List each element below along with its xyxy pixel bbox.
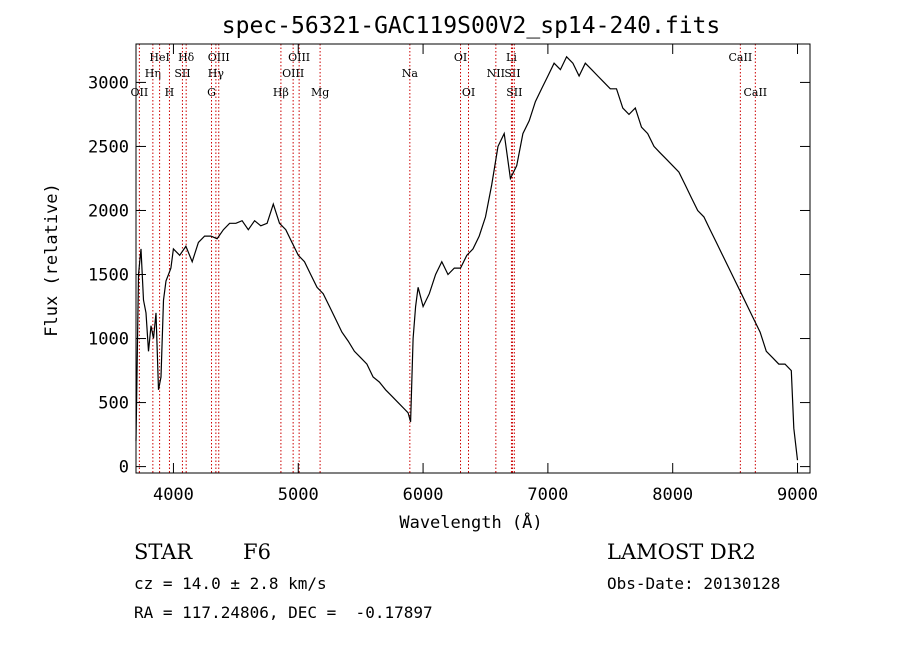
survey-name: LAMOST DR2 bbox=[607, 540, 756, 564]
object-subclass: F6 bbox=[243, 540, 271, 564]
line-marker-label: OIII bbox=[282, 67, 304, 80]
x-tick-label: 6000 bbox=[403, 485, 444, 505]
object-class: STAR bbox=[134, 540, 193, 564]
x-axis-label: Wavelength (Å) bbox=[399, 511, 542, 533]
y-tick-label: 1000 bbox=[88, 330, 129, 350]
line-marker-label: Na bbox=[402, 67, 419, 80]
redshift-cz: cz = 14.0 ± 2.8 km/s bbox=[134, 574, 327, 593]
line-marker-label: Hβ bbox=[273, 86, 289, 99]
y-tick-label: 1500 bbox=[88, 266, 129, 286]
line-marker-label: SII bbox=[504, 67, 520, 80]
x-tick-label: 5000 bbox=[278, 485, 319, 505]
line-marker-label: Hδ bbox=[178, 51, 195, 64]
line-marker-label: OIII bbox=[288, 51, 310, 64]
line-marker-label: OI bbox=[454, 51, 467, 64]
observation-date: Obs-Date: 20130128 bbox=[607, 574, 781, 593]
line-marker-label: CaII bbox=[729, 51, 753, 64]
line-marker-label: OII bbox=[131, 86, 149, 99]
line-marker-label: CaII bbox=[743, 86, 767, 99]
line-marker-label: Hη bbox=[145, 67, 161, 80]
line-marker-label: G bbox=[207, 86, 216, 99]
x-tick-label: 9000 bbox=[777, 485, 818, 505]
line-marker-label: OI bbox=[462, 86, 475, 99]
y-tick-label: 3000 bbox=[88, 73, 129, 93]
y-tick-label: 0 bbox=[119, 458, 129, 478]
x-tick-label: 7000 bbox=[527, 485, 568, 505]
spectrum-line bbox=[135, 55, 799, 461]
spectral-line-markers: OII Hη HeI H Hδ SII G OIII Hγ Hβ OIII OIII Mg Na OI OI N… bbox=[131, 44, 767, 473]
line-marker-label: SII bbox=[506, 86, 522, 99]
y-axis-label: Flux (relative) bbox=[42, 183, 62, 337]
line-marker-label: NII bbox=[487, 67, 505, 80]
x-tick-label: 4000 bbox=[153, 485, 194, 505]
line-marker-label: Hγ bbox=[208, 67, 225, 80]
x-tick-label: 8000 bbox=[652, 485, 693, 505]
y-axis-ticks: 0 500 1000 1500 2000 2500 3000 bbox=[88, 73, 810, 478]
y-tick-label: 2000 bbox=[88, 201, 129, 221]
y-tick-label: 2500 bbox=[88, 137, 129, 157]
line-marker-label: OIII bbox=[208, 51, 230, 64]
line-marker-label: SII bbox=[174, 67, 190, 80]
ra-dec: RA = 117.24806, DEC = -0.17897 bbox=[134, 603, 433, 622]
chart-title: spec-56321-GAC119S00V2_sp14-240.fits bbox=[222, 13, 721, 39]
plot-frame bbox=[135, 43, 811, 474]
line-marker-label: Mg bbox=[311, 86, 329, 99]
line-marker-label: HeI bbox=[149, 51, 169, 64]
line-marker-label: Li bbox=[506, 51, 517, 64]
x-axis-ticks: 4000 5000 6000 7000 8000 9000 bbox=[153, 44, 818, 505]
y-tick-label: 500 bbox=[98, 394, 129, 414]
line-marker-label: H bbox=[165, 86, 175, 99]
